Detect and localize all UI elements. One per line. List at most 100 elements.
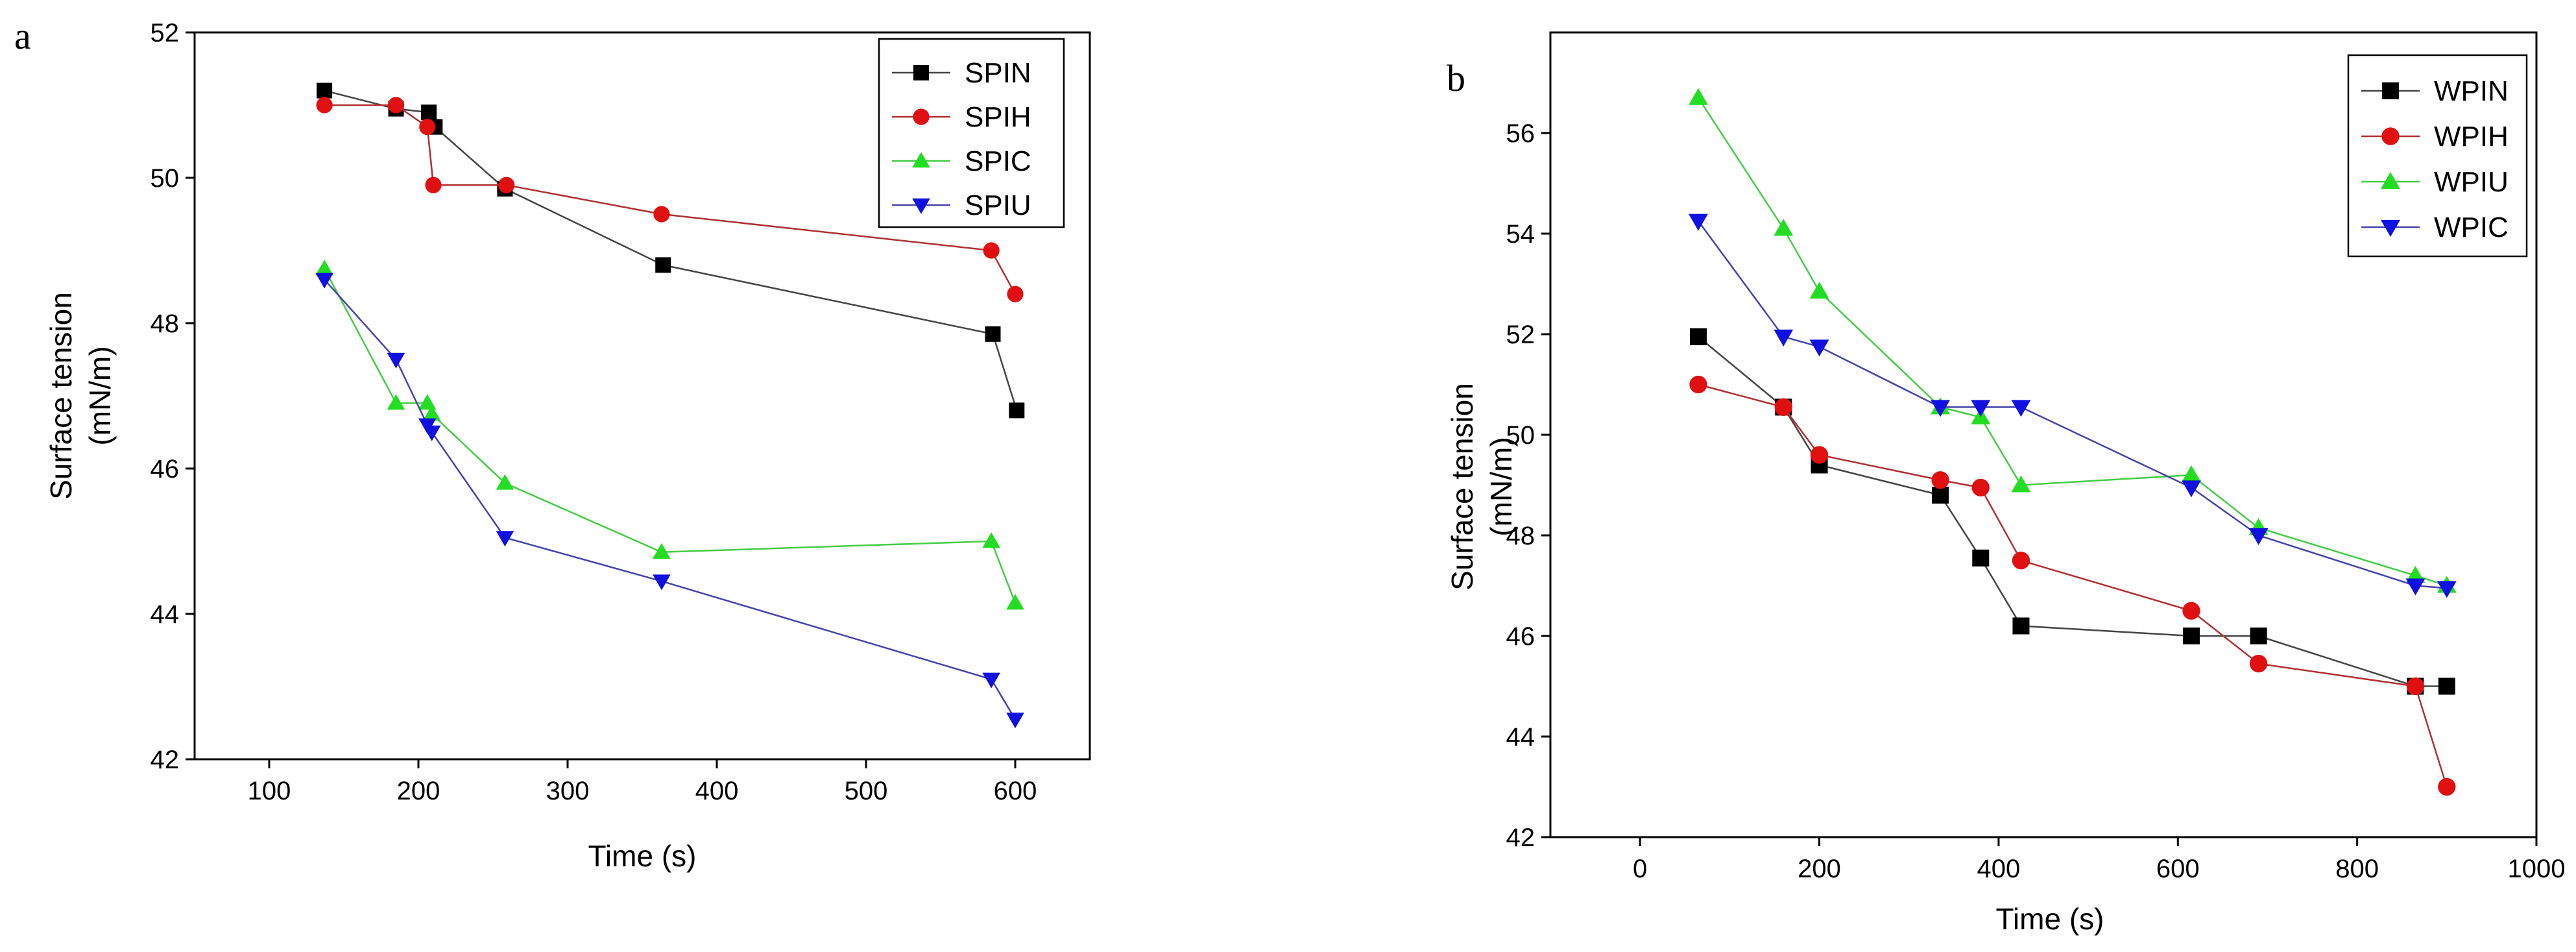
legend-marker-wpin: [2382, 82, 2399, 99]
y-tick-label: 48: [150, 310, 180, 338]
legend-b: WPIN WPIH WPIU WPIC: [2361, 75, 2509, 243]
data-point-spiu: [387, 352, 405, 369]
x-tick-label: 500: [845, 777, 888, 805]
y-tick-label: 52: [1506, 321, 1535, 349]
x-axis-title-b: Time (s): [1996, 902, 2104, 936]
legend-label-spih: SPIH: [965, 101, 1031, 133]
legend-marker-wpih: [2381, 127, 2400, 145]
legend-marker-spih: [913, 108, 930, 125]
data-point-spic: [422, 405, 441, 421]
chart-panel-b: b 0 200 400 600 800 1000 42 44 46 48 50 52 54 56 Time…: [1445, 31, 2566, 936]
data-point-spih: [653, 206, 670, 223]
data-point-wpic: [1809, 339, 1829, 357]
data-point-spih: [1007, 286, 1024, 302]
data-point-spih: [316, 97, 333, 114]
data-point-spih: [419, 119, 436, 136]
series-group-a: [315, 82, 1025, 729]
data-point-wpic: [2182, 480, 2201, 498]
y-tick-label: 42: [150, 746, 180, 774]
data-point-wpiu: [2182, 465, 2201, 483]
x-tick-label: 400: [1977, 855, 2021, 883]
x-tick-label: 400: [695, 777, 739, 805]
data-point-wpic: [2405, 578, 2426, 596]
x-tick-label: 600: [2156, 855, 2200, 883]
data-point-wpiu: [1774, 219, 1794, 236]
ticks-b: 0 200 400 600 800 1000 42 44 46 48 50 52 54 56: [1506, 119, 2566, 883]
y-tick-label: 50: [1506, 421, 1535, 450]
data-point-wpin: [1972, 549, 1990, 567]
data-point-spic: [653, 543, 671, 559]
data-point-spiu: [1006, 713, 1024, 729]
data-point-wpiu: [1689, 88, 1708, 105]
legend-box-b: [2347, 54, 2528, 258]
data-point-wpih: [1689, 375, 1707, 394]
y-tick-label: 46: [150, 455, 180, 483]
panel-label-b: b: [1447, 57, 1465, 99]
legend-marker-spin: [913, 65, 929, 80]
data-point-spin: [1009, 402, 1025, 419]
data-point-spiu: [496, 531, 514, 547]
data-point-wpin: [1690, 328, 1707, 345]
legend-label-wpih: WPIH: [2434, 121, 2509, 153]
legend-label-spic: SPIC: [965, 145, 1031, 177]
data-point-wpih: [1931, 471, 1949, 489]
data-point-wpin: [2438, 677, 2455, 695]
y-tick-label: 56: [1506, 119, 1535, 148]
data-point-wpih: [2182, 602, 2200, 620]
legend-marker-wpic: [2381, 219, 2400, 237]
x-tick-label: 0: [1633, 855, 1647, 883]
data-point-wpih: [2438, 777, 2456, 796]
data-point-wpih: [2249, 654, 2268, 673]
data-point-wpih: [1810, 446, 1829, 464]
x-axis-title-a: Time (s): [588, 839, 697, 873]
data-point-wpin: [2012, 617, 2030, 635]
series-line-wpin: [1698, 336, 2447, 687]
y-tick-label: 44: [1506, 723, 1535, 751]
legend-label-wpiu: WPIU: [2434, 166, 2509, 198]
data-point-spic: [496, 474, 514, 490]
chart-panel-a: a 100 200 300 400 500 600 42 44 46 48 50 52 Time (s…: [14, 15, 1091, 873]
data-point-wpin: [2183, 628, 2200, 644]
series-line-spic: [323, 268, 1017, 604]
data-point-spic: [387, 394, 405, 410]
data-point-spiu: [422, 425, 441, 441]
data-point-wpic: [1774, 329, 1794, 347]
legend-box-a: [878, 38, 1065, 228]
y-tick-label: 48: [1506, 522, 1535, 550]
data-point-spic: [418, 394, 437, 410]
y-axis-title-a-line1: Surface tension: [44, 292, 78, 500]
y-tick-label: 50: [150, 164, 180, 193]
legend-marker-spiu: [912, 198, 930, 214]
data-point-spic: [982, 532, 1000, 548]
data-point-wpin: [1932, 487, 1949, 504]
data-point-wpic: [2437, 581, 2457, 598]
series-line-wpic: [1697, 220, 2447, 589]
legend-label-spiu: SPIU: [965, 189, 1031, 221]
legend-a: SPIN SPIH SPIC SPIU: [892, 57, 1031, 221]
x-tick-label: 600: [994, 777, 1037, 805]
data-point-spih: [387, 97, 405, 114]
data-point-wpih: [1971, 478, 1990, 497]
y-tick-label: 46: [1506, 622, 1535, 651]
y-tick-label: 54: [1506, 220, 1535, 249]
data-point-wpih: [1774, 398, 1792, 417]
series-line-wpiu: [1697, 97, 2448, 587]
x-tick-label: 200: [397, 777, 440, 805]
y-axis-title-b-line2: (mN/m): [1484, 437, 1518, 536]
data-point-spiu: [315, 273, 333, 289]
data-point-wpin: [2250, 628, 2267, 644]
data-point-wpiu: [1809, 282, 1829, 299]
series-line-wpih: [1698, 384, 2448, 787]
legend-label-wpic: WPIC: [2434, 212, 2509, 243]
data-point-spiu: [982, 672, 1000, 689]
data-point-spin: [655, 257, 671, 273]
x-tick-label: 100: [248, 777, 291, 805]
y-tick-label: 44: [150, 600, 180, 629]
data-point-wpic: [1971, 400, 1991, 417]
data-point-wpiu: [2011, 475, 2031, 493]
y-axis-title-a-line2: (mN/m): [83, 346, 117, 445]
legend-marker-spic: [912, 152, 930, 168]
data-point-wpic: [1931, 400, 1951, 417]
data-point-spin: [985, 326, 1001, 342]
